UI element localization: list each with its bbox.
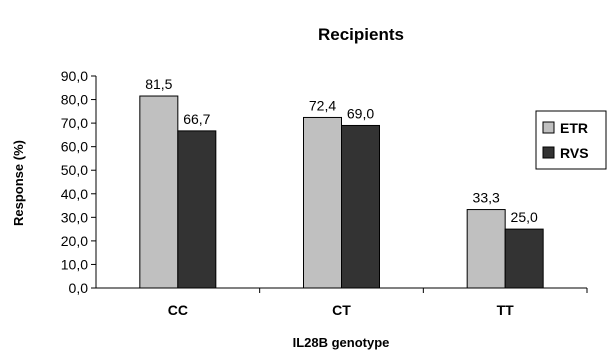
y-axis-ticks: 0,0 10,0 20,0 30,0 40,0 50,0 60,0 70,0 80,0 90,0 [61, 68, 96, 296]
legend-swatch-rvs [542, 146, 555, 159]
y-tick-label: 40,0 [61, 186, 88, 202]
chart-title: Recipients [318, 25, 404, 44]
data-label: 25,0 [511, 209, 538, 225]
y-tick-label: 0,0 [69, 280, 89, 296]
data-label: 72,4 [309, 97, 336, 113]
x-tick-label: CT [332, 302, 351, 318]
bar-etr-cc [139, 95, 179, 289]
y-tick-label: 80,0 [61, 92, 88, 108]
y-tick-label: 50,0 [61, 162, 88, 178]
data-label: 66,7 [183, 111, 210, 127]
legend-swatch-etr [542, 121, 555, 134]
bar-etr-ct [303, 116, 342, 289]
legend-label-rvs: RVS [560, 145, 589, 161]
y-tick-label: 60,0 [61, 139, 88, 155]
legend-box [535, 110, 607, 170]
y-axis-label: Response (%) [11, 140, 26, 226]
legend: ETR RVS [535, 110, 607, 170]
data-label: 33,3 [473, 190, 500, 206]
y-tick-label: 20,0 [61, 233, 88, 249]
y-tick-label: 70,0 [61, 115, 88, 131]
bar-etr-tt [466, 209, 506, 289]
bar-rvs-ct [341, 124, 380, 289]
data-labels: 81,5 66,7 72,4 69,0 33,3 25,0 [145, 76, 538, 225]
x-axis-label: IL28B genotype [293, 335, 390, 350]
data-label: 69,0 [347, 105, 374, 121]
bars [139, 95, 544, 289]
x-tick-label: TT [497, 302, 515, 318]
legend-label-etr: ETR [560, 120, 588, 136]
y-tick-label: 90,0 [61, 68, 88, 84]
bar-rvs-tt [504, 228, 544, 289]
x-tick-label: CC [168, 302, 188, 318]
bar-rvs-cc [177, 130, 217, 289]
x-axis-ticks: CC CT TT [168, 288, 588, 318]
data-label: 81,5 [145, 76, 172, 92]
y-tick-label: 10,0 [61, 256, 88, 272]
y-tick-label: 30,0 [61, 209, 88, 225]
